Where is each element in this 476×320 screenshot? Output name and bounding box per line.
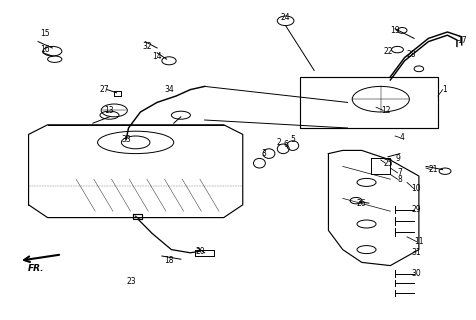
Text: 5: 5	[290, 135, 295, 144]
Text: 30: 30	[412, 269, 421, 278]
Text: 25: 25	[383, 159, 393, 168]
Text: 14: 14	[152, 52, 162, 60]
Text: 20: 20	[195, 247, 205, 256]
Text: 9: 9	[395, 154, 400, 163]
Text: 17: 17	[457, 36, 466, 44]
Text: 1: 1	[443, 85, 447, 94]
Text: 18: 18	[164, 256, 174, 265]
Text: 21: 21	[428, 165, 438, 174]
Text: 3: 3	[262, 149, 267, 158]
Text: 6: 6	[283, 140, 288, 149]
Text: 31: 31	[412, 248, 421, 257]
Text: 10: 10	[412, 184, 421, 193]
Text: 26: 26	[357, 199, 367, 208]
Text: 24: 24	[281, 13, 290, 22]
Text: 4: 4	[400, 133, 405, 142]
Text: 2: 2	[276, 138, 281, 147]
Text: FR.: FR.	[28, 264, 44, 273]
Text: 34: 34	[164, 85, 174, 94]
Text: 13: 13	[105, 106, 114, 115]
Text: 8: 8	[397, 175, 402, 184]
Text: 32: 32	[143, 42, 152, 51]
Text: 27: 27	[100, 85, 109, 94]
Text: 15: 15	[40, 29, 50, 38]
Text: 33: 33	[121, 135, 131, 144]
Text: 12: 12	[381, 106, 390, 115]
Text: 22: 22	[383, 47, 393, 56]
Text: 28: 28	[407, 50, 416, 59]
Text: 11: 11	[414, 237, 424, 246]
Text: 23: 23	[126, 277, 136, 286]
Text: 7: 7	[397, 168, 402, 177]
Text: 29: 29	[412, 205, 421, 214]
Text: 16: 16	[40, 45, 50, 54]
Text: 19: 19	[390, 26, 400, 35]
